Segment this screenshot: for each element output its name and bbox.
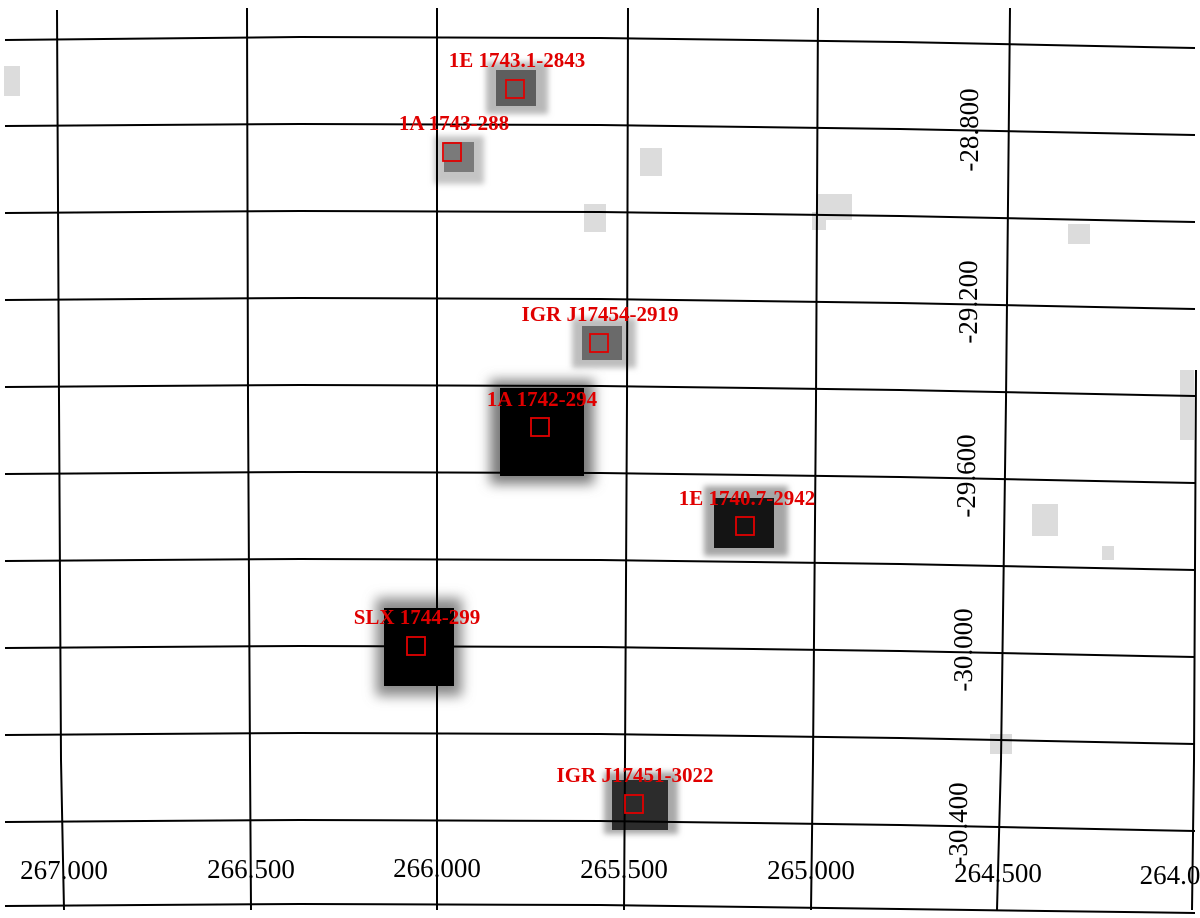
source-marker[interactable] <box>735 516 755 536</box>
dec-label: -29.200 <box>953 260 983 343</box>
source-blob <box>486 62 548 114</box>
background-noise <box>4 66 1194 754</box>
dec-grid-line <box>4 296 1196 310</box>
dec-grid-line <box>4 818 1196 832</box>
dec-grid-line <box>4 644 1196 658</box>
source-marker[interactable] <box>589 333 609 353</box>
dec-grid-line <box>4 35 1196 49</box>
dec-grid-line <box>4 731 1196 745</box>
dec-label: -29.600 <box>951 434 981 517</box>
source-marker[interactable] <box>406 636 426 656</box>
source-blobs <box>376 62 788 834</box>
ra-grid-line <box>1191 369 1197 911</box>
source-label: 1E 1743.1-2843 <box>449 48 586 72</box>
source-blob <box>572 318 636 368</box>
source-label: IGR J17451-3022 <box>557 763 714 787</box>
ra-label: 265.000 <box>767 855 855 885</box>
ra-grid-line <box>56 9 65 911</box>
dec-grid-line <box>4 209 1196 223</box>
ra-axis-labels: 267.000 266.500 266.000 265.500 265.000 … <box>20 853 1200 890</box>
ra-grid-line <box>623 7 629 911</box>
source-blob <box>490 380 594 484</box>
source-blob <box>704 486 788 556</box>
coordinate-grid <box>4 7 1197 914</box>
source-label: SLX 1744-299 <box>354 605 481 629</box>
source-marker[interactable] <box>530 417 550 437</box>
dec-grid-line <box>4 902 1196 914</box>
ra-grid-line <box>810 7 819 911</box>
ra-label: 267.000 <box>20 855 108 885</box>
ra-grid-line <box>246 7 252 911</box>
source-markers <box>406 79 755 814</box>
dec-grid-line <box>4 470 1196 484</box>
ra-label: 264.0 <box>1140 860 1200 890</box>
dec-axis-labels: -28.800 -29.200 -29.600 -30.000 -30.400 <box>943 88 984 865</box>
source-marker[interactable] <box>442 142 462 162</box>
source-marker[interactable] <box>624 794 644 814</box>
ra-label: 265.500 <box>580 854 668 884</box>
dec-label: -30.400 <box>943 782 973 865</box>
dec-grid-line <box>4 557 1196 571</box>
ra-grid-line <box>996 7 1011 911</box>
ra-label: 266.000 <box>393 853 481 883</box>
source-label: 1A 1742-294 <box>487 387 598 411</box>
source-label: 1A 1743-288 <box>399 111 509 135</box>
source-label: 1E 1740.7-2942 <box>679 486 816 510</box>
dec-grid-line <box>4 122 1196 136</box>
source-marker[interactable] <box>505 79 525 99</box>
ra-label: 264.500 <box>954 858 1042 888</box>
ra-label: 266.500 <box>207 854 295 884</box>
dec-label: -28.800 <box>954 88 984 171</box>
source-labels: 1E 1743.1-2843 1A 1743-288 IGR J17454-29… <box>354 48 816 787</box>
source-label: IGR J17454-2919 <box>522 302 679 326</box>
dec-grid-line <box>4 383 1196 397</box>
dec-label: -30.000 <box>948 608 978 691</box>
